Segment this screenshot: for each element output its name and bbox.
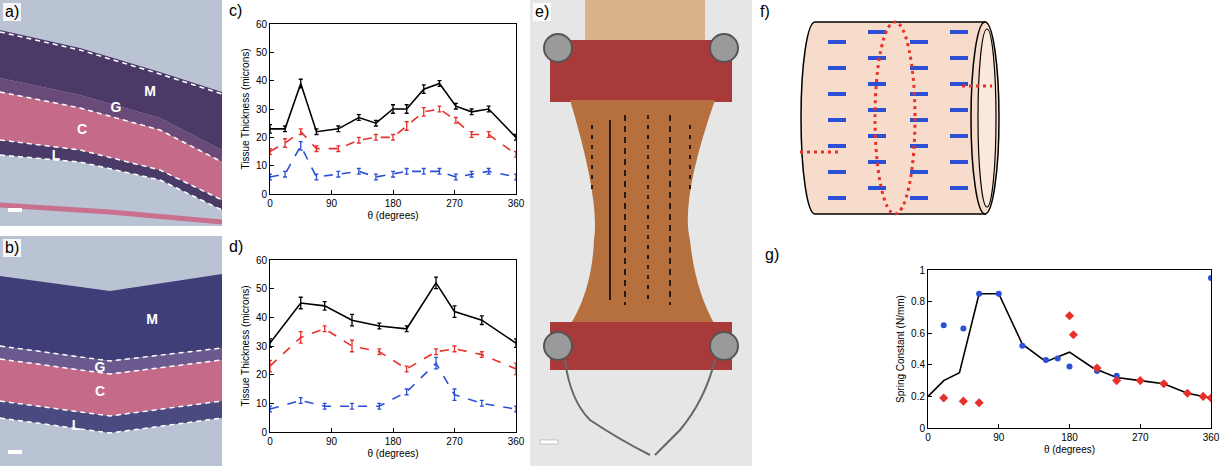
- svg-text:Tissue Thickness (microns): Tissue Thickness (microns): [240, 285, 251, 406]
- svg-text:180: 180: [385, 436, 402, 447]
- svg-text:360: 360: [508, 198, 525, 209]
- svg-text:M: M: [144, 83, 156, 99]
- html-text:a): a): [5, 3, 20, 20]
- svg-text:30: 30: [256, 341, 268, 352]
- svg-text:50: 50: [256, 47, 268, 58]
- svg-text:C: C: [95, 383, 105, 399]
- svg-text:C: C: [77, 121, 87, 137]
- svg-text:40: 40: [256, 75, 268, 86]
- svg-text:360: 360: [508, 436, 525, 447]
- svg-text:0: 0: [261, 427, 267, 438]
- svg-text:0.4: 0.4: [911, 359, 925, 370]
- svg-text:10: 10: [256, 160, 268, 171]
- svg-text:90: 90: [993, 432, 1005, 443]
- svg-text:M: M: [146, 311, 158, 327]
- svg-text:270: 270: [446, 436, 463, 447]
- svg-text:0.8: 0.8: [911, 296, 925, 307]
- svg-text:Tissue Thickness (microns): Tissue Thickness (microns): [240, 48, 251, 169]
- svg-text:1: 1: [919, 265, 925, 276]
- svg-text:θ (degrees): θ (degrees): [367, 210, 418, 221]
- html-text:g): g): [765, 246, 780, 263]
- html-text:e): e): [535, 3, 550, 20]
- svg-text:0: 0: [919, 423, 925, 434]
- svg-text:10: 10: [256, 398, 268, 409]
- svg-text:270: 270: [1132, 432, 1149, 443]
- svg-text:60: 60: [256, 255, 268, 266]
- svg-text:50: 50: [256, 283, 268, 294]
- svg-text:270: 270: [446, 198, 463, 209]
- html-text:d): d): [229, 238, 244, 255]
- svg-text:90: 90: [326, 198, 338, 209]
- svg-text:G: G: [111, 99, 122, 115]
- svg-text:30: 30: [256, 104, 268, 115]
- svg-text:180: 180: [385, 198, 402, 209]
- svg-text:L: L: [52, 147, 61, 163]
- html-text:b): b): [5, 239, 20, 256]
- svg-text:60: 60: [256, 19, 268, 30]
- svg-text:360: 360: [1203, 432, 1220, 443]
- svg-text:40: 40: [256, 312, 268, 323]
- svg-text:L: L: [72, 417, 81, 433]
- svg-text:0: 0: [261, 189, 267, 200]
- svg-text:Spring Constant (N/mm): Spring Constant (N/mm): [895, 295, 906, 403]
- svg-text:0.6: 0.6: [911, 328, 925, 339]
- svg-text:0: 0: [267, 198, 273, 209]
- svg-text:20: 20: [256, 132, 268, 143]
- html-text:f): f): [760, 3, 770, 20]
- svg-text:180: 180: [1061, 432, 1078, 443]
- svg-text:90: 90: [326, 436, 338, 447]
- svg-text:0: 0: [925, 432, 931, 443]
- svg-text:20: 20: [256, 369, 268, 380]
- svg-text:θ (degrees): θ (degrees): [367, 448, 418, 459]
- html-text:c): c): [229, 2, 243, 19]
- svg-text:G: G: [95, 359, 106, 375]
- svg-text:0: 0: [267, 436, 273, 447]
- svg-text:0.2: 0.2: [911, 391, 925, 402]
- svg-text:θ (degrees): θ (degrees): [1044, 444, 1095, 455]
